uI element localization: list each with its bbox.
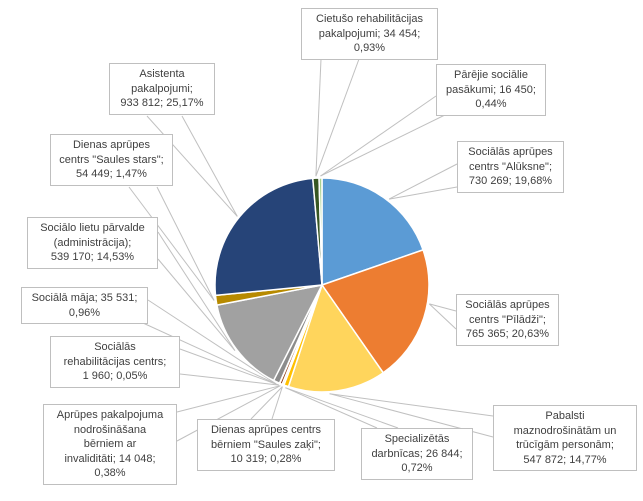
leader-line-socialas-rehabilitacijas-centrs	[179, 373, 279, 386]
pie-slice-pabalsti	[287, 284, 384, 393]
leader-line-asistenta-pakalpojumi	[146, 115, 238, 217]
pie-slice-parejie-socialie-pasakumi	[318, 177, 323, 286]
leader-line-sociala-maja	[147, 299, 277, 385]
leader-line-pabalsti	[329, 393, 494, 438]
leader-line-specializetas-darbnicas	[285, 387, 399, 429]
leader-line-saules-zaki	[271, 386, 283, 420]
leader-line-specializetas-darbnicas	[285, 387, 378, 429]
leader-line-piladzi	[429, 303, 457, 312]
leader-line-asistenta-pakalpojumi	[181, 115, 238, 217]
leader-line-aluksne	[389, 186, 458, 200]
leader-line-saules-zaki	[250, 386, 283, 420]
pie-slice-asistenta-pakalpojumi	[214, 177, 323, 297]
leader-line-aprupes-berniem-ar-invaliditati	[176, 385, 281, 413]
leader-line-aprupes-berniem-ar-invaliditati	[176, 385, 281, 442]
leader-line-socialo-lietu-parvalde	[157, 231, 236, 351]
leader-line-socialo-lietu-parvalde	[157, 258, 236, 351]
leader-line-saules-stars	[128, 186, 215, 301]
leader-line-sociala-maja	[142, 322, 277, 385]
leader-line-saules-stars	[156, 186, 215, 301]
leader-line-aluksne	[388, 163, 458, 200]
leader-line-cietuso-rehabilitacijas	[315, 58, 322, 177]
pie-slice-piladzi	[321, 249, 430, 374]
leader-line-pabalsti	[329, 393, 494, 417]
leader-line-cietuso-rehabilitacijas	[315, 58, 360, 177]
leader-line-piladzi	[428, 303, 457, 330]
leader-line-parejie-socialie-pasakumi	[320, 111, 452, 177]
leader-line-parejie-socialie-pasakumi	[320, 95, 437, 177]
pie-slice-socialo-lietu-parvalde	[216, 284, 323, 382]
leader-line-socialas-rehabilitacijas-centrs	[179, 348, 280, 386]
